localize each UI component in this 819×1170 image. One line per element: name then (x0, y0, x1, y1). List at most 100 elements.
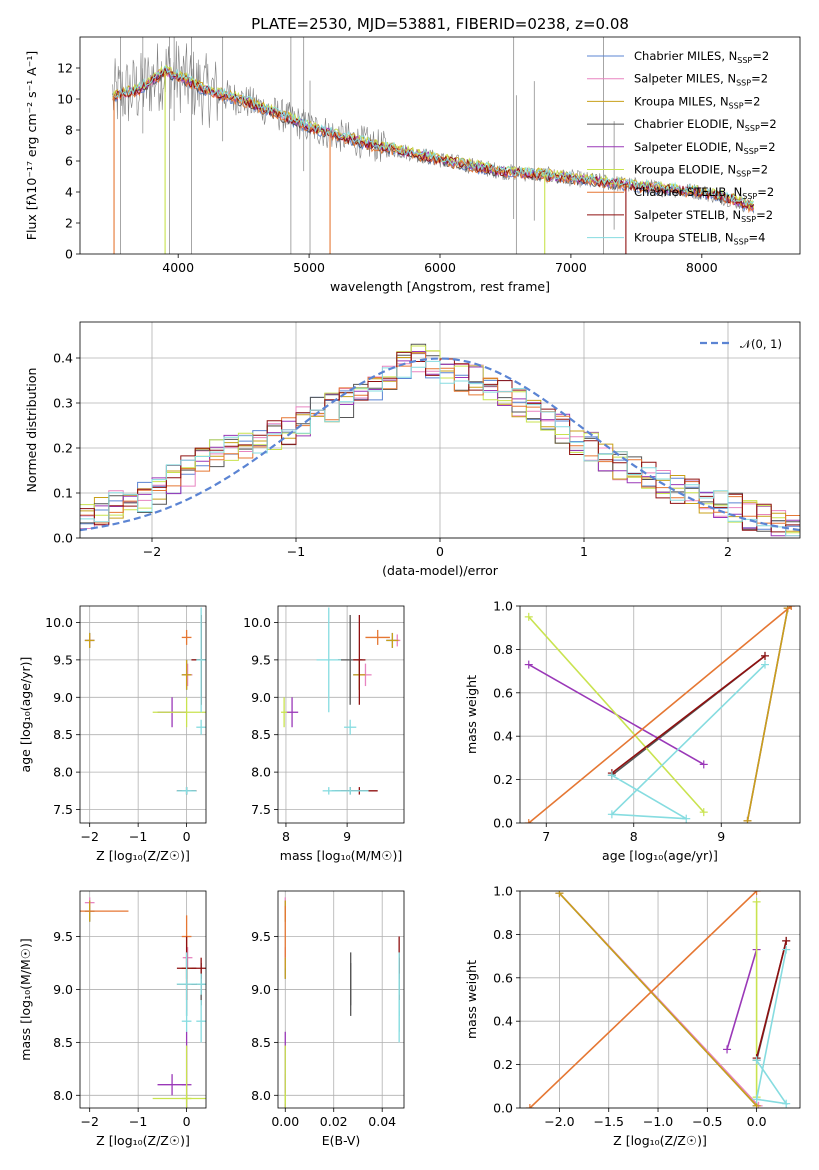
axes-frame (79, 36, 801, 255)
panel-residuals: −2 −1 0 1 2 0.0 0.1 0.2 0.3 0.4 (data-model)/error… (24, 321, 801, 578)
plot-area-mass_vs_ebv (284, 897, 400, 1108)
legend-label-subscript: SSP (736, 170, 751, 179)
legend-label-text: Chabrier ELODIE, N (634, 117, 745, 131)
tick-label-x: −2.0 (544, 1114, 574, 1129)
legend-label-text: Chabrier STELIB, N (634, 185, 742, 199)
weight-line (755, 940, 787, 1059)
plot-area-residuals (80, 343, 800, 537)
tick-label-y: 8.0 (53, 1088, 73, 1103)
axis-label-x: wavelength [Angstrom, rest frame] (330, 279, 550, 294)
panel-mass_vs_ebv: 0.00 0.02 0.04 8.0 8.5 9.0 9.5 E(B-V) (251, 890, 405, 1148)
tick-label-y: 10.0 (45, 615, 73, 630)
tick-label-y: 8 (65, 123, 73, 138)
tick-label-x: 0.02 (320, 1114, 348, 1129)
tick-label-y: 9.5 (251, 652, 271, 667)
model-spectrum (112, 64, 755, 210)
weight-line (558, 892, 758, 1107)
legend-label-text: Kroupa STELIB, N (634, 231, 734, 245)
legend-label-suffix: =2 (756, 208, 773, 222)
panel-weight_vs_age: 7 8 9 0.0 0.2 0.4 0.6 0.8 1.0 age [log₁₀(age/yr)]… (464, 599, 801, 863)
tick-label-y: 6 (65, 154, 73, 169)
tick-label-x: 0 (436, 544, 444, 559)
model-spectrum (112, 66, 755, 209)
legend-label: Chabrier STELIB, NSSP=2 (634, 185, 774, 201)
tick-label-y: 0.0 (493, 1101, 513, 1116)
axis-label-y: mass weight (464, 675, 479, 754)
tick-label-y: 9.5 (53, 652, 73, 667)
tick-label-x: 7 (542, 829, 550, 844)
tick-label-y: 10.0 (243, 615, 271, 630)
tick-label-y: 9.0 (251, 982, 271, 997)
tick-label-x: 6000 (424, 260, 456, 275)
tick-label-y: 1.0 (493, 599, 513, 614)
legend-label-subscript: SSP (736, 79, 751, 88)
tick-label-y: 8.5 (53, 727, 73, 742)
tick-label-y: 0.6 (493, 685, 513, 700)
legend-label-suffix: =2 (759, 140, 776, 154)
tick-label-y: 8.5 (251, 1035, 271, 1050)
tick-label-y: 0.4 (53, 351, 73, 366)
axis-label-x: Z [log₁₀(Z/Z☉)] (613, 1133, 707, 1148)
legend-label-suffix: =2 (760, 117, 777, 131)
tick-label-y: 0.8 (493, 927, 513, 942)
legend-label: Kroupa ELODIE, NSSP=2 (634, 163, 768, 179)
legend-label-subscript: SSP (734, 238, 749, 247)
legend-label-subscript: SSP (729, 101, 744, 110)
tick-label-x: −1.5 (594, 1114, 624, 1129)
tick-label-x: 0 (183, 829, 191, 844)
tick-label-y: 7.5 (251, 802, 271, 817)
plot-area-spectrum (112, 37, 755, 254)
weight-line (746, 608, 789, 821)
tick-label-x: 9 (343, 829, 351, 844)
legend-label: Salpeter MILES, NSSP=2 (634, 72, 768, 88)
tick-label-x: 9 (717, 829, 725, 844)
tick-label-x: −1 (129, 1114, 147, 1129)
tick-label-x: 8 (282, 829, 290, 844)
legend-label: Kroupa STELIB, NSSP=4 (634, 231, 765, 247)
normal-curve (80, 357, 800, 532)
tick-label-x: 1 (580, 544, 588, 559)
legend-label-text: Chabrier MILES, N (634, 49, 737, 63)
legend-label-subscript: SSP (744, 147, 759, 156)
weight-line (528, 616, 705, 813)
chart-panels: 4000 5000 6000 7000 8000024681012wavelength … (18, 36, 801, 1148)
tick-label-y: 0.2 (53, 441, 73, 456)
tick-label-x: −1 (287, 544, 305, 559)
axis-label-x: mass [log₁₀(M/M☉)] (280, 848, 402, 863)
weight-line (726, 949, 758, 1050)
tick-label-y: 2 (65, 216, 73, 231)
tick-label-y: 9.0 (53, 690, 73, 705)
tick-label-x: 8000 (686, 260, 718, 275)
legend-label-suffix: =2 (751, 163, 768, 177)
tick-label-x: −1 (129, 829, 147, 844)
legend-label-subscript: SSP (745, 124, 760, 133)
tick-label-x: −2 (143, 544, 161, 559)
tick-label-x: −2 (80, 1114, 98, 1129)
tick-label-y: 8.0 (53, 765, 73, 780)
plot-area-age_vs_mass (281, 607, 401, 795)
tick-label-y: 4 (65, 185, 73, 200)
legend-label-suffix: =2 (757, 185, 774, 199)
legend-label: Chabrier MILES, NSSP=2 (634, 49, 769, 65)
legend-label-text: Kroupa MILES, N (634, 94, 729, 108)
tick-label-x: 0 (183, 1114, 191, 1129)
tick-label-y: 8.0 (251, 765, 271, 780)
tick-label-x: 0.00 (271, 1114, 299, 1129)
axis-label-y: Normed distribution (24, 368, 39, 493)
tick-label-y: 8.0 (251, 1088, 271, 1103)
tick-label-y: 9.0 (251, 690, 271, 705)
weight-line (755, 949, 788, 1105)
weight-line (529, 891, 758, 1108)
plot-area-mass_vs_Z (80, 897, 206, 1108)
tick-label-x: −2 (80, 829, 98, 844)
weight-line (528, 606, 792, 823)
tick-label-y: 0.1 (53, 486, 73, 501)
tick-label-y: 10 (57, 92, 73, 107)
tick-label-y: 0 (65, 247, 73, 262)
axis-label-x: age [log₁₀(age/yr)] (602, 848, 718, 863)
tick-label-x: 7000 (555, 260, 587, 275)
legend-label-text: Salpeter STELIB, N (634, 208, 741, 222)
legend-label: Salpeter ELODIE, NSSP=2 (634, 140, 776, 156)
tick-label-x: 0.04 (368, 1114, 396, 1129)
